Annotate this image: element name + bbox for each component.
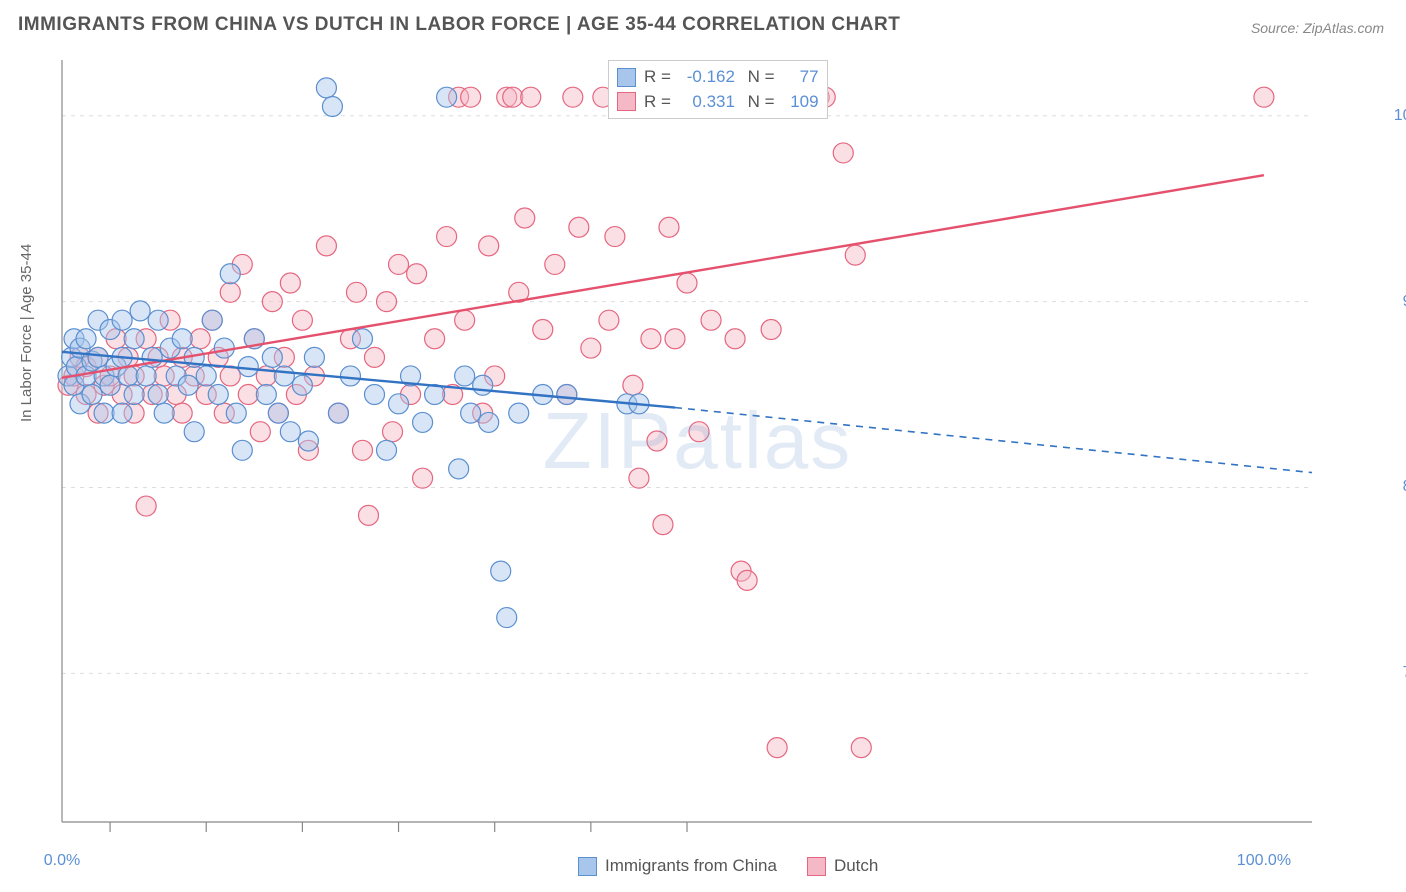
x-tick-label: 100.0% [1237,852,1291,870]
source-label: Source: ZipAtlas.com [1251,20,1384,36]
y-tick-label: 80.0% [1403,478,1406,496]
legend-item: Immigrants from China [578,856,777,876]
x-tick-label: 0.0% [44,852,80,870]
legend-stat-row: R =0.331 N =109 [617,90,819,115]
y-tick-label: 70.0% [1403,664,1406,682]
y-tick-label: 90.0% [1403,293,1406,311]
correlation-stats-legend: R =-0.162 N =77R =0.331 N =109 [608,60,828,119]
scatter-plot [48,52,1388,842]
legend-item: Dutch [807,856,878,876]
legend-stat-row: R =-0.162 N =77 [617,65,819,90]
y-axis-label: In Labor Force | Age 35-44 [18,244,35,422]
series-legend: Immigrants from China Dutch [578,856,878,876]
chart-area: In Labor Force | Age 35-44 ZIPatlas R =-… [48,52,1388,842]
y-tick-label: 100.0% [1394,107,1406,125]
chart-title: IMMIGRANTS FROM CHINA VS DUTCH IN LABOR … [18,14,900,36]
